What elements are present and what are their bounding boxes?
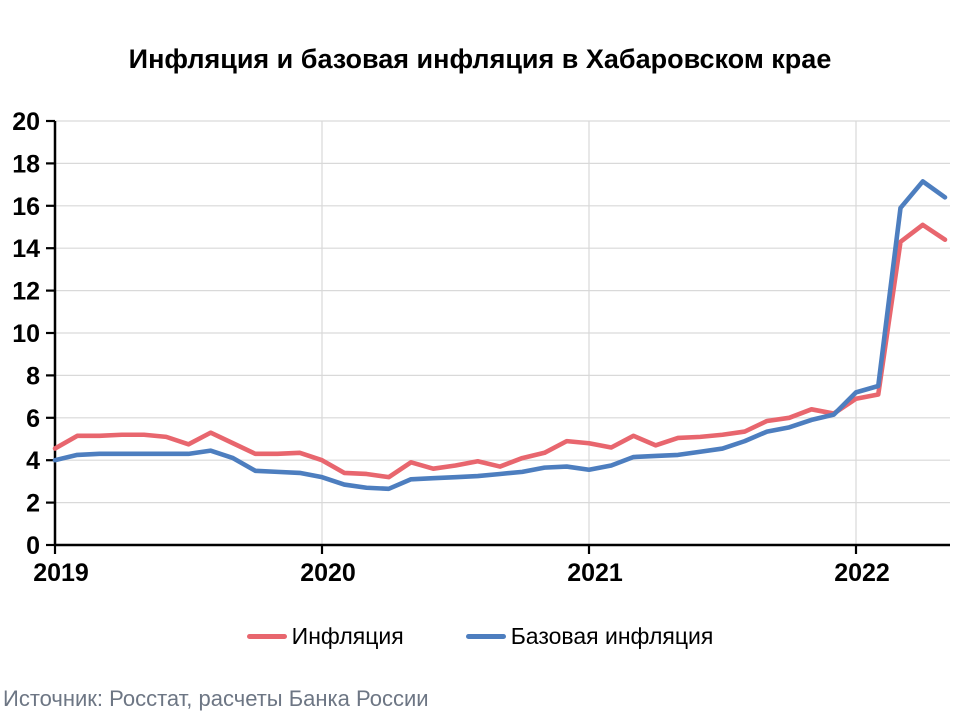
chart-legend: Инфляция Базовая инфляция xyxy=(0,619,960,653)
y-tick-label: 2 xyxy=(26,490,40,518)
y-tick-label: 20 xyxy=(12,108,40,136)
x-tick-label: 2019 xyxy=(33,559,89,587)
y-tick-label: 16 xyxy=(12,193,40,221)
legend-label-core-inflation: Базовая инфляция xyxy=(510,622,714,649)
legend-item-inflation: Инфляция xyxy=(246,622,404,650)
gridlines xyxy=(55,120,950,545)
y-tick-label: 6 xyxy=(26,405,40,433)
chart-plot-area: 0 2 4 6 8 10 12 14 16 18 20 2019 2020 2021 2022 xyxy=(12,108,950,587)
x-tick-label: 2021 xyxy=(567,559,623,587)
axis-ticks xyxy=(46,119,858,554)
y-tick-label: 14 xyxy=(12,235,40,263)
series-line-1 xyxy=(52,179,948,492)
chart-title: Инфляция и базовая инфляция в Хабаровско… xyxy=(128,44,832,74)
axis-labels: 0 2 4 6 8 10 12 14 16 18 20 2019 2020 2021 2022 xyxy=(12,108,890,587)
legend-swatch-core-inflation xyxy=(465,633,506,639)
y-tick-label: 4 xyxy=(26,447,40,475)
series-lines xyxy=(52,179,948,492)
y-tick-label: 12 xyxy=(12,278,40,306)
source-note: Источник: Росстат, расчеты Банка России xyxy=(3,686,429,711)
series-line-0 xyxy=(52,222,948,480)
legend-label-inflation: Инфляция xyxy=(291,622,404,649)
y-tick-label: 18 xyxy=(12,150,40,178)
y-tick-label: 0 xyxy=(26,532,40,560)
y-tick-label: 8 xyxy=(26,362,40,390)
y-tick-label: 10 xyxy=(12,320,40,348)
x-tick-label: 2022 xyxy=(834,559,890,587)
legend-swatch-inflation xyxy=(246,633,287,639)
x-tick-label: 2020 xyxy=(300,559,356,587)
legend-item-core-inflation: Базовая инфляция xyxy=(465,622,714,650)
